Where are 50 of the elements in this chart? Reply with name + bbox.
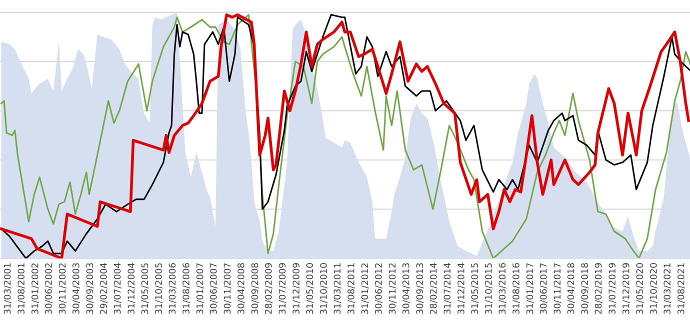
x-tick-label: 31/03/2021 (664, 263, 672, 314)
x-tick-label: 31/01/2017 (526, 263, 534, 314)
x-tick-label: 30/04/2013 (402, 263, 410, 314)
x-tick-label: 28/02/2009 (264, 263, 272, 314)
x-tick-label: 31/10/2020 (650, 263, 658, 314)
x-tick-label: 29/02/2004 (100, 263, 108, 314)
x-tick-label: 31/12/2009 (292, 263, 300, 314)
x-tick-label: 30/11/2007 (224, 263, 232, 314)
x-tick-label: 31/03/2006 (168, 263, 176, 314)
x-tick-label: 31/10/2010 (320, 263, 328, 314)
x-tick-label: 30/09/2003 (86, 263, 94, 314)
x-tick-label: 31/05/2010 (306, 263, 314, 314)
x-tick-label: 31/08/2006 (182, 263, 190, 314)
x-tick-label: 30/04/2018 (567, 263, 575, 314)
x-tick-label: 30/11/2002 (58, 263, 66, 314)
x-tick-label: 31/08/2016 (512, 263, 520, 314)
x-tick-label: 30/11/2012 (388, 263, 396, 314)
x-tick-label: 30/04/2003 (72, 263, 80, 314)
x-tick-label: 31/12/2014 (458, 263, 466, 314)
x-tick-label: 30/09/2018 (581, 263, 589, 314)
x-tick-label: 30/11/2017 (554, 263, 562, 314)
x-tick-label: 31/03/2011 (334, 263, 342, 314)
x-tick-label: 31/01/2012 (361, 263, 369, 314)
x-tick-label: 31/07/2004 (114, 263, 122, 314)
x-tick-label: 31/03/2001 (4, 263, 12, 314)
x-tick-label: 31/05/2020 (636, 263, 644, 314)
x-tick-label: 31/08/2001 (18, 263, 26, 314)
x-tick-label: 31/01/2002 (31, 263, 40, 314)
x-tick-label: 28/02/2014 (430, 263, 438, 314)
x-tick-label: 31/05/2015 (471, 263, 479, 314)
x-tick-label: 31/03/2016 (498, 263, 506, 314)
x-tick-label: 31/08/2011 (348, 263, 356, 314)
x-tick-label: 30/06/2017 (540, 263, 548, 314)
x-tick-label: 31/07/2014 (444, 263, 452, 314)
x-tick-label: 30/09/2008 (251, 263, 259, 314)
x-tick-label: 31/12/2004 (128, 263, 136, 314)
x-tick-label: 30/04/2008 (238, 263, 246, 314)
x-tick-label: 31/08/2021 (677, 263, 686, 314)
x-tick-label: 30/06/2012 (374, 263, 383, 314)
x-tick-label: 31/12/2019 (622, 263, 630, 314)
x-tick-label: 28/02/2019 (594, 263, 602, 314)
x-tick-label: 31/05/2005 (141, 263, 149, 314)
x-tick-label: 31/10/2005 (155, 263, 163, 314)
x-tick-label: 30/06/2002 (45, 263, 53, 314)
x-tick-label: 31/07/2019 (608, 263, 616, 314)
x-tick-label: 30/06/2007 (210, 263, 218, 314)
x-tick-label: 30/09/2013 (416, 263, 424, 314)
x-tick-label: 31/07/2009 (278, 263, 286, 314)
x-tick-label: 31/01/2007 (196, 263, 204, 314)
x-tick-label: 31/10/2015 (484, 263, 493, 314)
